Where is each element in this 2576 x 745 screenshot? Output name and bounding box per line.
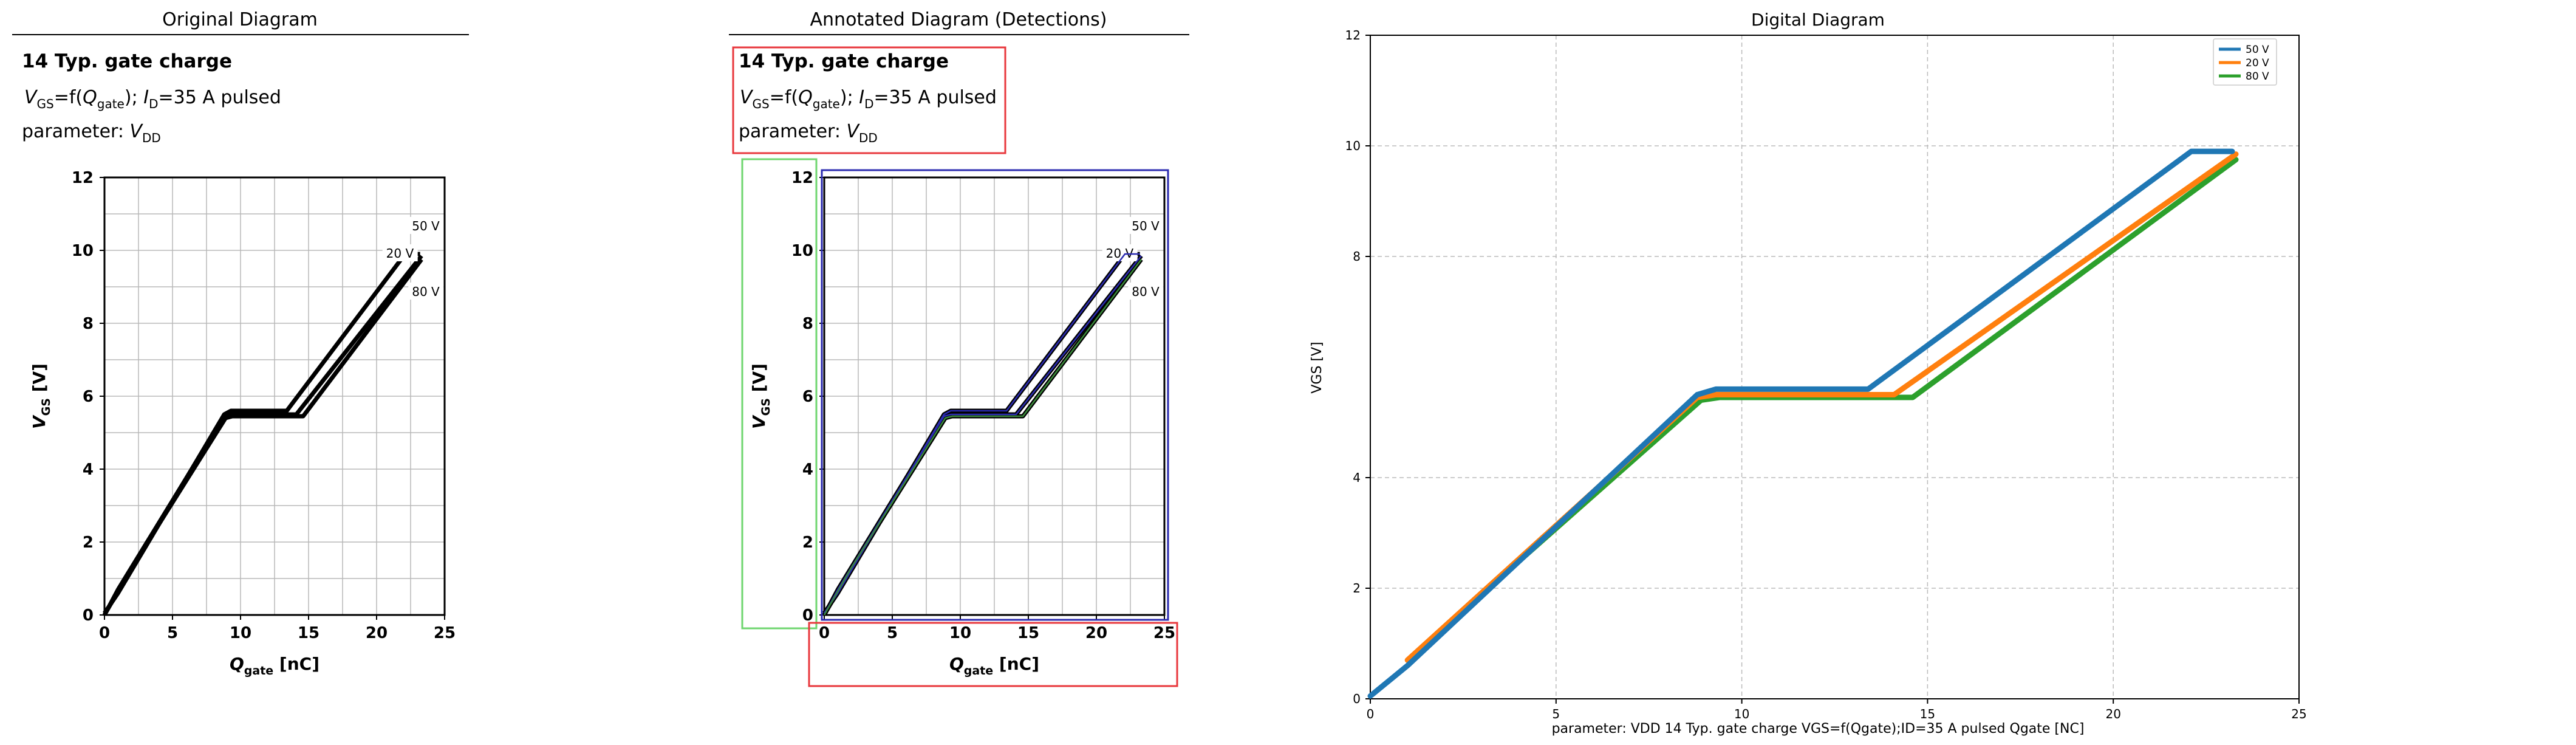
original-x-tick-label: 0 — [99, 624, 110, 642]
annotated-x-axis-label: Qgate [nC] — [949, 654, 1039, 678]
digital-x-tick-label: 15 — [1920, 707, 1935, 721]
original-datasheet-line3: parameter: VDD — [22, 121, 161, 145]
original-x-tick-label: 5 — [167, 624, 178, 642]
detection-box-plot — [821, 169, 1169, 621]
original-panel-title: Original Diagram — [162, 9, 318, 30]
digital-y-tick-label: 8 — [1353, 249, 1361, 264]
detection-curve-overlay — [823, 259, 1142, 616]
original-curve — [103, 252, 420, 614]
digital-y-tick-label: 12 — [1345, 28, 1361, 43]
original-curve-label: 20 V — [386, 246, 414, 261]
annotated-y-tick-label: 12 — [791, 169, 813, 187]
detection-boxes — [732, 46, 1178, 687]
annotated-datasheet-title: 14 Typ. gate charge — [739, 50, 949, 72]
digital-plot: 0 5 10 15 20 25 0 2 4 8 10 12 — [1345, 28, 2307, 721]
original-y-tick-label: 4 — [83, 461, 94, 479]
digital-series-80v — [1441, 157, 2239, 630]
digital-chart-title: Digital Diagram — [1751, 10, 1885, 30]
original-datasheet-line2: VGS=f(Qgate); ID=35 A pulsed — [24, 87, 281, 111]
digital-x-tick-label: 10 — [1734, 707, 1749, 721]
annotated-x-tick-label: 15 — [1017, 624, 1039, 642]
annotated-y-tick-label: 0 — [802, 606, 813, 625]
annotated-curve — [822, 252, 1140, 614]
annotated-curve-label: 50 V — [1132, 219, 1160, 233]
annotated-y-tick-label: 8 — [802, 315, 813, 333]
original-curve-label: 50 V — [412, 219, 440, 233]
original-curve-label-bg — [408, 217, 444, 234]
annotated-panel: Annotated Diagram (Detections) 14 Typ. g… — [729, 9, 1189, 687]
annotated-datasheet-line2: VGS=f(Qgate); ID=35 A pulsed — [740, 87, 997, 111]
digital-x-tick-label: 25 — [2291, 707, 2306, 721]
original-x-tick-label: 25 — [434, 624, 456, 642]
digital-panel: Digital Diagram parameter: VDD 14 Typ. g… — [1310, 10, 2307, 736]
annotated-curve-label-bg — [1102, 244, 1138, 261]
legend: 50 V 20 V 80 V — [2213, 38, 2277, 86]
digital-series-20v — [1404, 151, 2239, 663]
digital-y-tick-label: 2 — [1353, 581, 1361, 596]
legend-label-80v: 80 V — [2246, 70, 2269, 83]
original-y-tick-label: 6 — [83, 388, 94, 406]
digital-x-tick-label: 20 — [2105, 707, 2120, 721]
original-curve-label-bg — [382, 244, 418, 261]
digital-y-tick-label: 0 — [1353, 692, 1361, 706]
annotated-x-tick-label: 5 — [887, 624, 898, 642]
original-panel: Original Diagram 14 Typ. gate charge VGS… — [12, 9, 469, 678]
annotated-datasheet-line3: parameter: VDD — [739, 121, 878, 145]
detection-box-title — [732, 46, 1006, 154]
original-datasheet-title: 14 Typ. gate charge — [22, 50, 232, 72]
detection-box-y-axis — [741, 158, 818, 630]
original-curve — [102, 258, 423, 616]
annotated-y-tick-label: 6 — [802, 388, 813, 406]
annotated-y-tick-label: 4 — [802, 461, 813, 479]
annotated-plot: 0 5 10 15 20 25 0 2 4 6 8 10 12 Qgate [nC] VGS [V] 50 V… — [749, 169, 1175, 678]
annotated-x-tick-label: 25 — [1153, 624, 1175, 642]
digital-series-50v — [1367, 148, 2235, 699]
original-x-tick-label: 10 — [230, 624, 251, 642]
annotated-y-tick-label: 2 — [802, 534, 813, 552]
original-curve — [102, 254, 423, 616]
legend-label-20v: 20 V — [2246, 57, 2269, 69]
original-y-axis-label: VGS [V] — [29, 363, 53, 429]
annotated-y-tick-label: 10 — [791, 242, 813, 260]
original-y-tick-label: 0 — [83, 606, 94, 625]
digital-y-tick-label: 10 — [1345, 139, 1361, 153]
original-y-tick-label: 12 — [72, 169, 94, 187]
annotated-x-tick-label: 10 — [949, 624, 971, 642]
annotated-curve-label-bg — [1128, 217, 1164, 234]
detection-box-x-axis — [808, 622, 1178, 687]
original-plot: 0 5 10 15 20 25 0 2 4 6 8 10 12 Qgate [nC] VGS [V] 50 V… — [29, 169, 456, 678]
annotated-x-tick-label: 20 — [1085, 624, 1107, 642]
annotated-curve — [822, 254, 1143, 616]
original-x-axis-label: Qgate [nC] — [230, 654, 319, 678]
digital-plot-frame — [1370, 35, 2300, 699]
original-y-tick-label: 2 — [83, 534, 94, 552]
detection-curve-overlay — [823, 253, 1140, 614]
detection-curve-overlay — [823, 255, 1142, 616]
original-x-tick-label: 20 — [366, 624, 388, 642]
digital-y-tick-label: 4 — [1353, 470, 1361, 485]
annotated-x-tick-label: 0 — [819, 624, 830, 642]
legend-label-50v: 50 V — [2246, 44, 2269, 56]
digital-x-tick-label: 0 — [1367, 707, 1375, 721]
original-curve-label: 80 V — [412, 284, 440, 299]
original-y-tick-label: 8 — [83, 315, 94, 333]
digital-x-tick-label: 5 — [1552, 707, 1560, 721]
digital-y-axis-label: VGS [V] — [1310, 342, 1325, 393]
original-curve-label-bg — [408, 283, 444, 300]
annotated-y-axis-label: VGS [V] — [749, 363, 773, 429]
original-y-tick-label: 10 — [72, 242, 94, 260]
annotated-panel-title: Annotated Diagram (Detections) — [810, 9, 1107, 30]
digital-x-axis-label: parameter: VDD 14 Typ. gate charge VGS=f… — [1552, 721, 2085, 736]
annotated-curve-label-bg — [1128, 283, 1164, 300]
original-x-tick-label: 15 — [298, 624, 319, 642]
annotated-curve-label: 80 V — [1132, 284, 1160, 299]
